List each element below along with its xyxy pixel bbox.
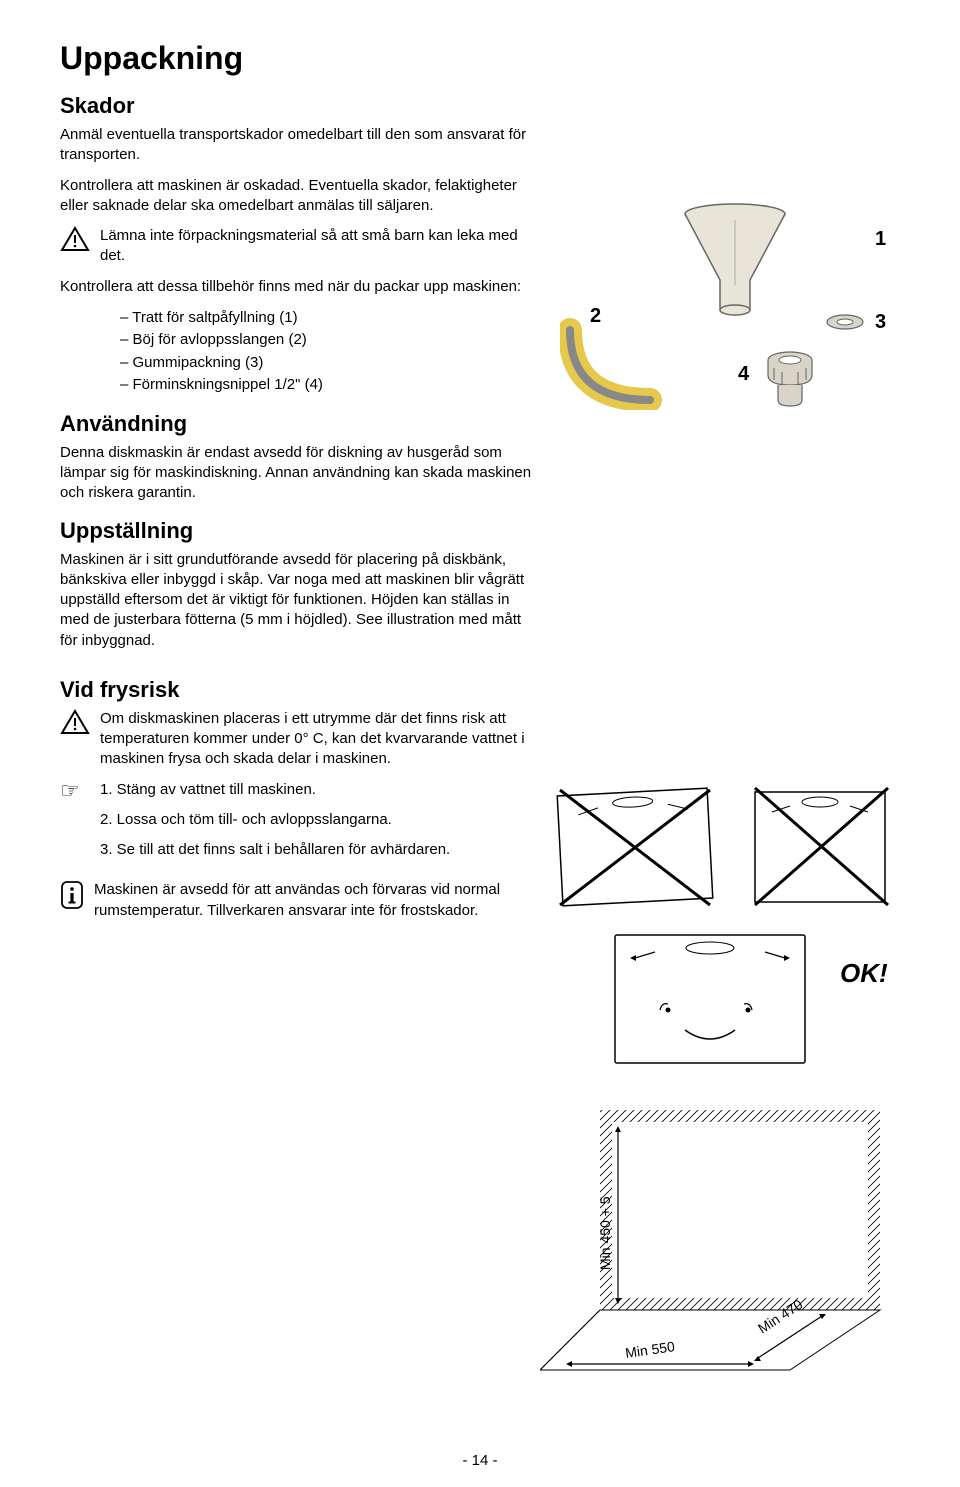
dimensions-figure: Min 450 + 5 Min 470 Min 550: [540, 1100, 900, 1380]
label-2: 2: [590, 305, 601, 327]
dim-height-label: Min 450 + 5: [597, 1196, 613, 1270]
info-icon: [60, 880, 84, 910]
anvandning-p1: Denna diskmaskin är endast avsedd för di…: [60, 443, 540, 504]
section-anvandning-heading: Användning: [60, 411, 540, 437]
warning-icon: [60, 709, 90, 735]
step-2: 2. Lossa och töm till- och avloppsslanga…: [100, 810, 540, 830]
step-3: 3. Se till att det finns salt i behållar…: [100, 840, 540, 860]
warning-packaging-text: Lämna inte förpackningsmaterial så att s…: [100, 226, 540, 267]
placement-figure: OK!: [540, 770, 900, 1070]
accessory-item-3: – Gummipackning (3): [120, 352, 540, 375]
label-1: 1: [875, 228, 886, 250]
label-4: 4: [738, 363, 750, 385]
skador-p1: Anmäl eventuella transportskador omedelb…: [60, 125, 540, 166]
page-number: - 14 -: [0, 1452, 960, 1469]
uppstallning-p1: Maskinen är i sitt grundutförande avsedd…: [60, 550, 540, 651]
section-skador-heading: Skador: [60, 93, 540, 119]
accessory-item-1: – Tratt för saltpåfyllning (1): [120, 307, 540, 330]
skador-p2: Kontrollera att maskinen är oskadad. Eve…: [60, 176, 540, 217]
accessories-intro: Kontrollera att dessa tillbehör finns me…: [60, 277, 540, 297]
accessory-item-4: – Förminskningsnippel 1/2" (4): [120, 374, 540, 397]
accessories-figure: 1 2 3 4: [560, 200, 890, 410]
step-1: 1. Stäng av vattnet till maskinen.: [100, 780, 540, 800]
section-frysrisk-heading: Vid frysrisk: [60, 677, 540, 703]
accessory-item-2: – Böj för avloppsslangen (2): [120, 329, 540, 352]
label-3: 3: [875, 311, 886, 333]
warning-icon: [60, 226, 90, 252]
ok-label: OK!: [840, 958, 888, 988]
info-frost-text: Maskinen är avsedd för att användas och …: [94, 880, 540, 921]
warning-freeze-text: Om diskmaskinen placeras i ett utrymme d…: [100, 709, 540, 770]
hand-icon: ☞: [60, 780, 90, 802]
page-heading: Uppackning: [60, 40, 540, 77]
section-uppstallning-heading: Uppställning: [60, 518, 540, 544]
